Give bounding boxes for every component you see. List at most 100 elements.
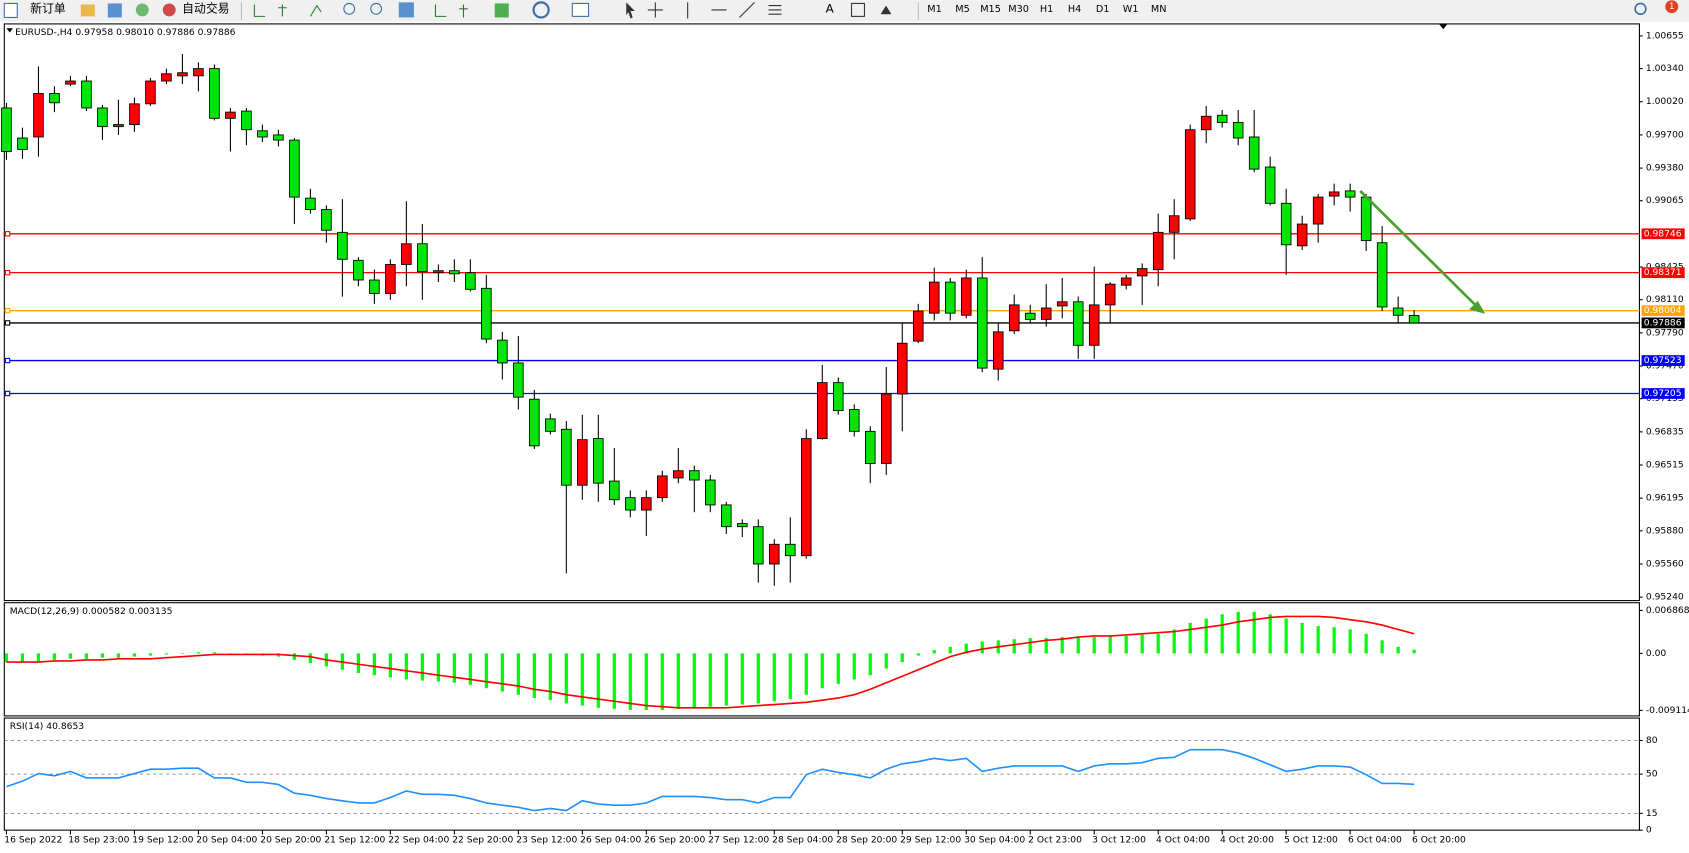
new-order-button[interactable]: 新订单 [30, 1, 66, 15]
candle-body [257, 130, 268, 138]
macd-histogram-bar [516, 653, 520, 695]
macd-histogram-bar [676, 653, 680, 709]
arrow-tool[interactable] [880, 5, 892, 15]
drawing-tools[interactable] [647, 1, 782, 18]
macd-histogram-bar [788, 653, 792, 700]
timeframe-button[interactable]: M30 [1008, 4, 1029, 15]
timeframe-button[interactable]: W1 [1123, 4, 1139, 15]
zoom-in[interactable] [343, 2, 356, 15]
x-tick-label: 20 Sep 04:00 [196, 834, 257, 845]
tile-windows[interactable] [398, 2, 414, 18]
candle-body [816, 382, 828, 440]
macd-histogram-bar [372, 653, 377, 676]
candle-body [1264, 166, 1276, 204]
candle-body [353, 259, 364, 281]
templates[interactable] [571, 2, 590, 17]
x-tick-label: 19 Sep 12:00 [132, 834, 193, 845]
macd-histogram-bar [596, 653, 600, 708]
zoom-out[interactable] [370, 2, 383, 15]
candle-body [832, 382, 844, 412]
toolbar-icon[interactable] [80, 4, 95, 17]
timeframe-button[interactable]: D1 [1096, 4, 1110, 15]
macd-histogram-bar [132, 653, 137, 657]
notification-badge[interactable] [1665, 0, 1679, 14]
level-handle [4, 390, 11, 397]
candle-body [689, 470, 700, 481]
macd-histogram-bar [308, 653, 313, 664]
level-label-bg [1641, 388, 1685, 399]
candle-body [1248, 136, 1260, 170]
timeframe-button[interactable]: H1 [1040, 4, 1053, 15]
candle-body [593, 438, 604, 484]
candle-body [1312, 196, 1324, 225]
timeframe-button[interactable]: H4 [1068, 4, 1081, 15]
timeframe-button[interactable]: M1 [927, 4, 942, 15]
timeframe-button[interactable]: MN [1151, 4, 1167, 15]
candle-body [65, 80, 76, 85]
y-tick-label: 0.96515 [1646, 460, 1684, 471]
periods[interactable] [532, 1, 550, 19]
chart-title: EURUSD-,H4 0.97958 0.98010 0.97886 0.978… [15, 27, 236, 38]
candle-body [1072, 301, 1084, 346]
macd-histogram-bar [564, 653, 568, 704]
macd-histogram-bar [84, 653, 89, 659]
level-label: 0.98371 [1644, 267, 1682, 278]
macd-histogram-bar [820, 653, 824, 689]
macd-histogram-bar [772, 653, 776, 702]
y-tick-label: 1.00655 [1646, 30, 1684, 41]
macd-histogram-bar [628, 653, 632, 710]
y-tick-label: 80 [1646, 735, 1658, 746]
y-tick-label: 0.96835 [1646, 426, 1684, 437]
candle-body [673, 470, 684, 479]
toolbar-icon[interactable] [107, 3, 122, 18]
chart-type-icons[interactable] [253, 4, 322, 17]
macd-histogram-bar [548, 653, 552, 701]
y-tick-label: 0.97470 [1646, 361, 1684, 372]
candle-body [577, 439, 588, 486]
auto-trading-icon[interactable] [162, 3, 176, 17]
y-tick-label: 1.00340 [1646, 63, 1684, 74]
new-order-icon[interactable] [3, 2, 18, 18]
candle-body [273, 134, 284, 141]
macd-histogram-bar [980, 641, 984, 654]
candle-body [449, 270, 460, 275]
candle-body [529, 398, 540, 447]
macd-histogram-bar [1204, 618, 1208, 654]
candle-body [609, 480, 620, 501]
y-tick-label: 0.97790 [1646, 327, 1684, 338]
toolbar-icons[interactable] [434, 4, 468, 18]
y-tick-label: 15 [1646, 808, 1658, 819]
candle-body [129, 103, 140, 125]
label-tool[interactable] [850, 2, 865, 17]
macd-histogram-bar [52, 653, 57, 660]
auto-trading-button[interactable]: 自动交易 [182, 1, 229, 15]
macd-histogram-bar [884, 653, 888, 669]
timeframe-button[interactable]: M5 [955, 4, 970, 15]
timeframe-button[interactable]: M15 [980, 4, 1001, 15]
level-handle [4, 269, 11, 276]
candle-body [497, 339, 508, 364]
symbol-menu[interactable] [6, 28, 13, 33]
plot-area: 1.00655 1.00340 1.00020 0.99700 0.99380 0.990… [1, 30, 1689, 845]
macd-histogram-bar [580, 653, 584, 706]
macd-histogram-bar [612, 653, 616, 709]
candle-body [113, 124, 124, 128]
toolbar-icon[interactable] [135, 3, 149, 17]
macd-histogram-bar [420, 653, 424, 681]
cursor-tool[interactable] [626, 2, 635, 19]
text-tool[interactable]: A [826, 1, 834, 15]
candle-body [81, 80, 92, 109]
trend-arrow[interactable] [1359, 190, 1486, 314]
indicators[interactable] [494, 3, 509, 18]
macd-histogram-bar [724, 653, 728, 706]
candle-body [1056, 301, 1068, 307]
search[interactable] [1634, 2, 1647, 16]
x-tick-label: 26 Sep 20:00 [644, 834, 705, 845]
macd-histogram-bar [836, 653, 840, 684]
candle-body [657, 475, 668, 499]
macd-histogram-bar [948, 646, 952, 654]
candle-body [801, 438, 812, 557]
candle-body [1360, 196, 1372, 242]
macd-histogram-bar [1332, 627, 1336, 654]
candle-body [1040, 307, 1052, 320]
